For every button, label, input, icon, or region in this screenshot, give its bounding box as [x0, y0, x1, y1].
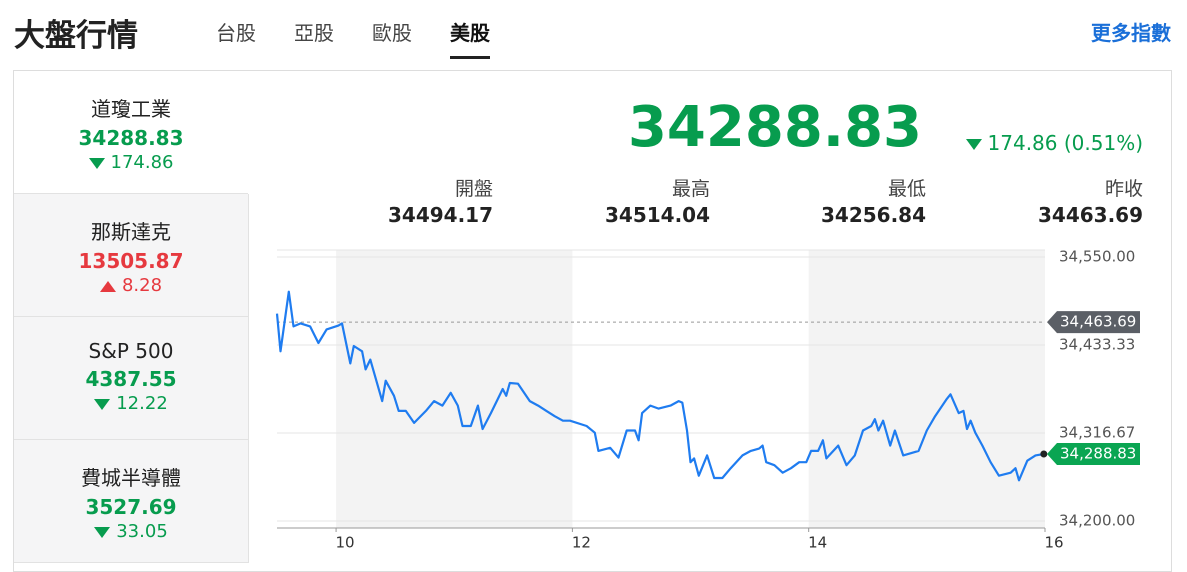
session-shade — [808, 250, 1045, 528]
tab[interactable]: 歐股 — [372, 21, 412, 45]
tab[interactable]: 台股 — [216, 21, 256, 45]
stat-value: 34256.84 — [820, 203, 926, 227]
y-tick-label: 34,200.00 — [1059, 512, 1135, 530]
more-link[interactable]: 更多指數 — [1091, 21, 1171, 45]
x-tick-label: 14 — [808, 534, 827, 552]
last-point — [1040, 450, 1048, 458]
prev-close-label: 34,463.69 — [1060, 313, 1136, 331]
tab[interactable]: 亞股 — [294, 21, 334, 45]
arrow — [99, 280, 116, 292]
last-tag — [1047, 442, 1140, 465]
index-name: S&P 500 — [88, 339, 174, 363]
stat-value: 34463.69 — [1037, 203, 1143, 227]
x-tick-label: 10 — [336, 534, 355, 552]
last-label: 34,288.83 — [1060, 444, 1136, 462]
index-value: 13505.87 — [78, 249, 184, 273]
stat-label: 昨收 — [1104, 178, 1143, 200]
index-value: 4387.55 — [85, 367, 177, 391]
arrow — [88, 157, 105, 169]
arrow — [94, 398, 111, 410]
index-change: 33.05 — [14, 521, 248, 542]
stat-label: 最高 — [671, 178, 710, 200]
index-item[interactable]: 費城半導體 3527.69 33.05 — [14, 440, 249, 563]
index-item[interactable]: S&P 500 4387.55 12.22 — [14, 317, 249, 440]
y-tick-label: 34,433.33 — [1059, 336, 1135, 354]
price-change: 174.86 (0.51%) — [965, 131, 1143, 155]
stat-label: 最低 — [887, 178, 926, 200]
index-change: 12.22 — [14, 393, 248, 414]
index-item[interactable]: 那斯達克 13505.87 8.28 — [14, 194, 249, 317]
index-name: 那斯達克 — [91, 220, 171, 244]
index-name: 道瓊工業 — [91, 97, 171, 121]
index-change: 174.86 — [14, 152, 248, 173]
x-tick-label: 16 — [1044, 534, 1063, 552]
stat-label: 開盤 — [454, 178, 493, 200]
y-tick-label: 34,550.00 — [1059, 248, 1135, 266]
price: 34288.83 — [627, 95, 922, 160]
index-name: 費城半導體 — [81, 466, 181, 490]
price-line — [275, 290, 1044, 482]
index-change: 8.28 — [14, 275, 248, 296]
y-tick-label: 34,316.67 — [1059, 423, 1135, 441]
stat-value: 34514.04 — [604, 203, 710, 227]
prev-close-tag — [1047, 311, 1140, 334]
arrow — [94, 526, 111, 538]
index-value: 3527.69 — [85, 495, 177, 519]
change-text: 174.86 — [110, 152, 174, 173]
page-title: 大盤行情 — [14, 18, 138, 54]
x-tick-label: 12 — [572, 534, 591, 552]
index-value: 34288.83 — [78, 126, 184, 150]
arrow — [965, 139, 982, 150]
change-text: 33.05 — [116, 521, 168, 542]
index-item[interactable]: 道瓊工業 34288.83 174.86 — [14, 71, 248, 194]
stat-value: 34494.17 — [387, 203, 493, 227]
change-text: 8.28 — [121, 275, 163, 296]
change-text: 12.22 — [116, 393, 168, 414]
tab[interactable]: 美股 — [450, 17, 490, 59]
change-text: 174.86 (0.51%) — [987, 131, 1143, 155]
session-shade — [336, 250, 573, 528]
